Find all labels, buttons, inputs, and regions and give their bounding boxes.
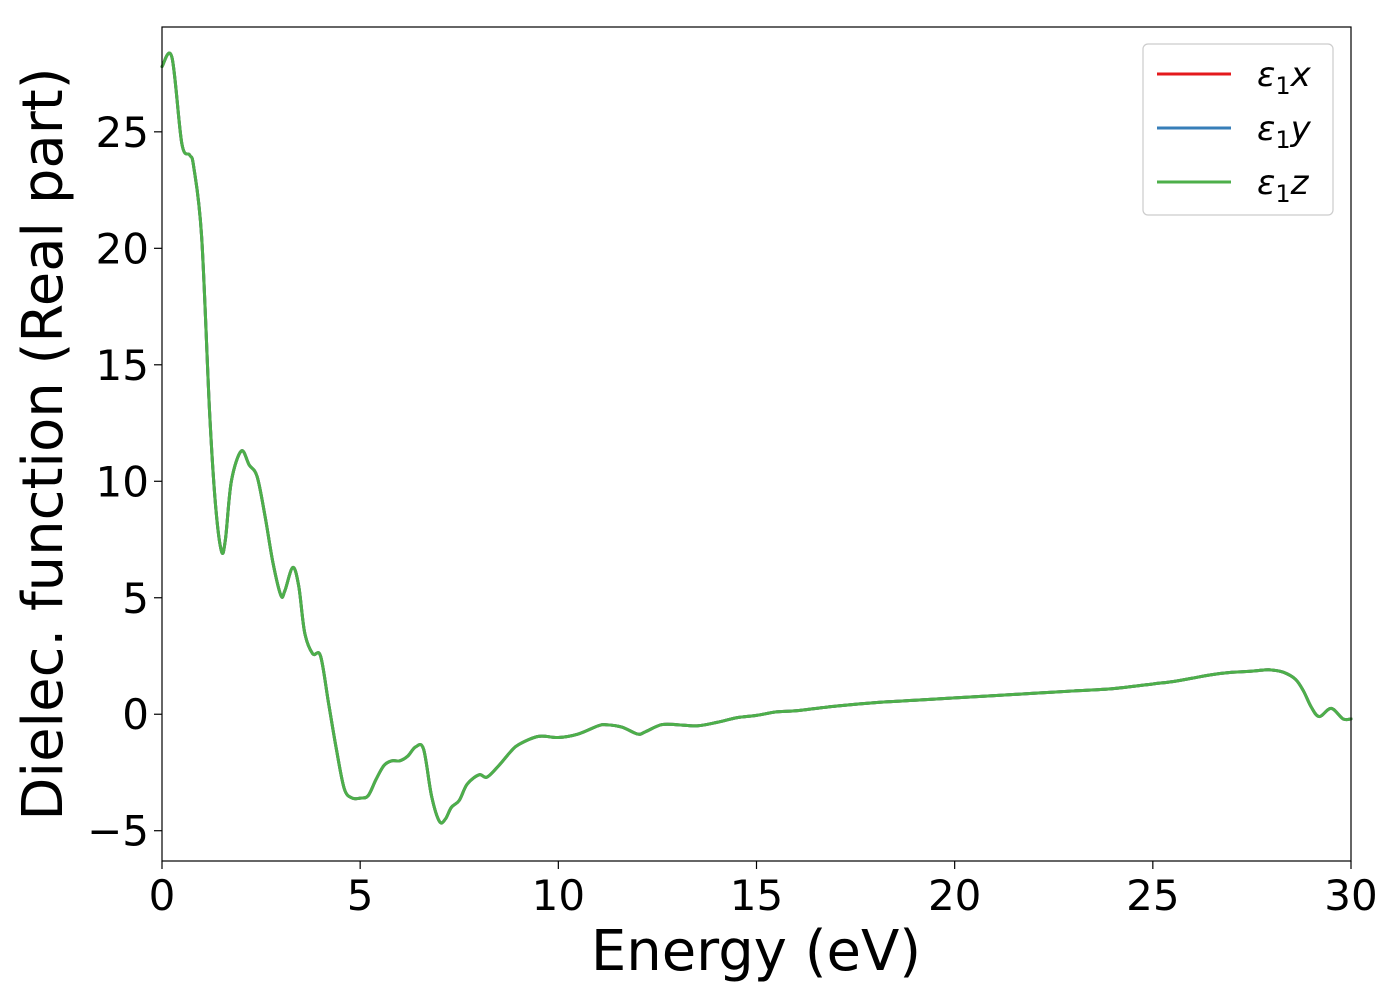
series-line-2 (160, 51, 1353, 825)
x-tick-label: 30 (1324, 871, 1377, 920)
y-tick-label: 15 (96, 341, 149, 390)
x-axis-ticks: 0 5 10 15 20 25 30 (149, 861, 1378, 920)
x-axis-title: Energy (eV) (591, 919, 921, 984)
y-axis-ticks: −5 0 5 10 15 20 25 (87, 108, 162, 856)
legend-axis: y (1290, 109, 1312, 149)
legend-subscript: 1 (1275, 126, 1290, 154)
x-tick-label: 5 (347, 871, 374, 920)
legend-symbol: ε (1257, 163, 1275, 203)
legend-label-0: ε1x (1257, 55, 1312, 100)
y-tick-label: 10 (96, 457, 149, 506)
plot-lines (160, 51, 1353, 825)
x-tick-label: 10 (532, 871, 585, 920)
y-tick-label: 25 (96, 108, 149, 157)
legend-label-1: ε1y (1257, 109, 1312, 154)
legend-subscript: 1 (1275, 72, 1290, 100)
y-axis-title: Dielec. function (Real part) (11, 67, 76, 820)
y-tick-label: 20 (96, 224, 149, 273)
x-tick-label: 20 (928, 871, 981, 920)
legend-label-2: ε1z (1257, 163, 1310, 208)
legend-symbol: ε (1257, 55, 1275, 95)
y-tick-label: 5 (122, 574, 149, 623)
x-tick-label: 15 (730, 871, 783, 920)
legend-box (1142, 43, 1334, 216)
y-tick-label: 0 (122, 690, 149, 739)
legend-axis: z (1290, 163, 1310, 203)
legend-subscript: 1 (1275, 180, 1290, 208)
x-tick-label: 25 (1126, 871, 1179, 920)
legend-symbol: ε (1257, 109, 1275, 149)
y-tick-label: −5 (87, 807, 149, 856)
legend-axis: x (1290, 55, 1312, 95)
x-tick-label: 0 (149, 871, 176, 920)
